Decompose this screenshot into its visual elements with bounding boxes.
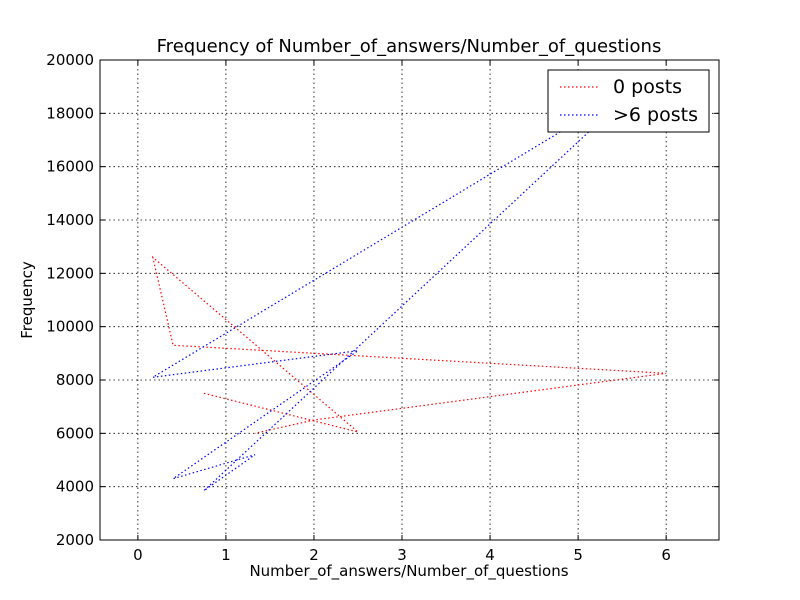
y-axis-label: Frequency — [18, 261, 36, 339]
legend-box — [547, 69, 710, 133]
grid-layer — [100, 59, 719, 541]
x-tick-label: 3 — [397, 546, 407, 564]
y-tick-label: 4000 — [56, 478, 94, 496]
legend-label-0-posts: 0 posts — [613, 76, 682, 98]
y-tick-label: 18000 — [46, 104, 94, 122]
x-tick-label: 6 — [661, 546, 671, 564]
x-tick-label: 2 — [309, 546, 319, 564]
y-tick-label: 6000 — [56, 424, 94, 442]
y-tick-label: 20000 — [46, 51, 94, 69]
y-tick-label: 16000 — [46, 158, 94, 176]
y-tick-label: 8000 — [56, 371, 94, 389]
ticks-layer: 0 1 2 3 4 5 6 2000 4000 6000 8000 10000 12000 14000 16… — [46, 51, 719, 564]
x-tick-label: 0 — [133, 546, 143, 564]
y-tick-label: 12000 — [46, 264, 94, 282]
chart-title: Frequency of Number_of_answers/Number_of… — [157, 36, 662, 57]
y-tick-label: 10000 — [46, 318, 94, 336]
x-tick-label: 5 — [573, 546, 583, 564]
x-axis-label: Number_of_answers/Number_of_questions — [249, 562, 568, 581]
legend: 0 posts >6 posts — [547, 69, 710, 133]
legend-label-over-6-posts: >6 posts — [613, 104, 698, 126]
y-tick-label: 14000 — [46, 211, 94, 229]
y-tick-label: 2000 — [56, 531, 94, 549]
x-tick-label: 4 — [485, 546, 495, 564]
plot-frame — [99, 59, 720, 541]
x-tick-label: 1 — [221, 546, 231, 564]
